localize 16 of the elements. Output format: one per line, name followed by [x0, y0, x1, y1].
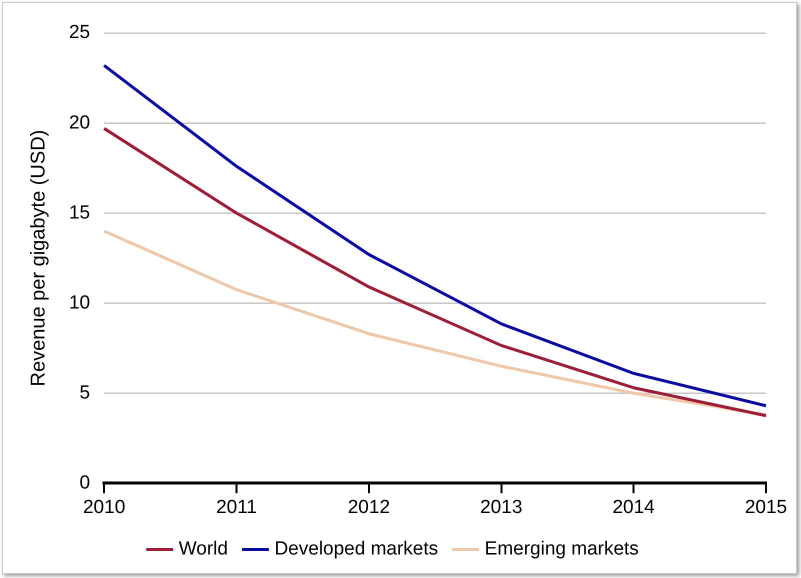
y-tick-label: 20: [68, 112, 90, 134]
y-tick-label: 5: [80, 382, 90, 404]
x-tick-label: 2010: [82, 496, 126, 518]
legend-label: Emerging markets: [484, 538, 639, 560]
legend-label: Developed markets: [274, 538, 438, 560]
x-tick-label: 2013: [480, 496, 522, 518]
x-tick-label: 2015: [744, 496, 788, 518]
y-tick-label: 15: [68, 202, 90, 224]
legend-label: World: [178, 538, 228, 560]
y-tick-label: 0: [80, 472, 90, 494]
y-tick-label: 25: [68, 22, 90, 44]
y-tick-label: 10: [68, 292, 90, 314]
x-tick-label: 2012: [348, 496, 390, 518]
x-tick-label: 2011: [216, 496, 257, 518]
y-axis-title: Revenue per gigabyte (USD): [28, 130, 50, 386]
x-tick-label: 2014: [612, 496, 656, 518]
